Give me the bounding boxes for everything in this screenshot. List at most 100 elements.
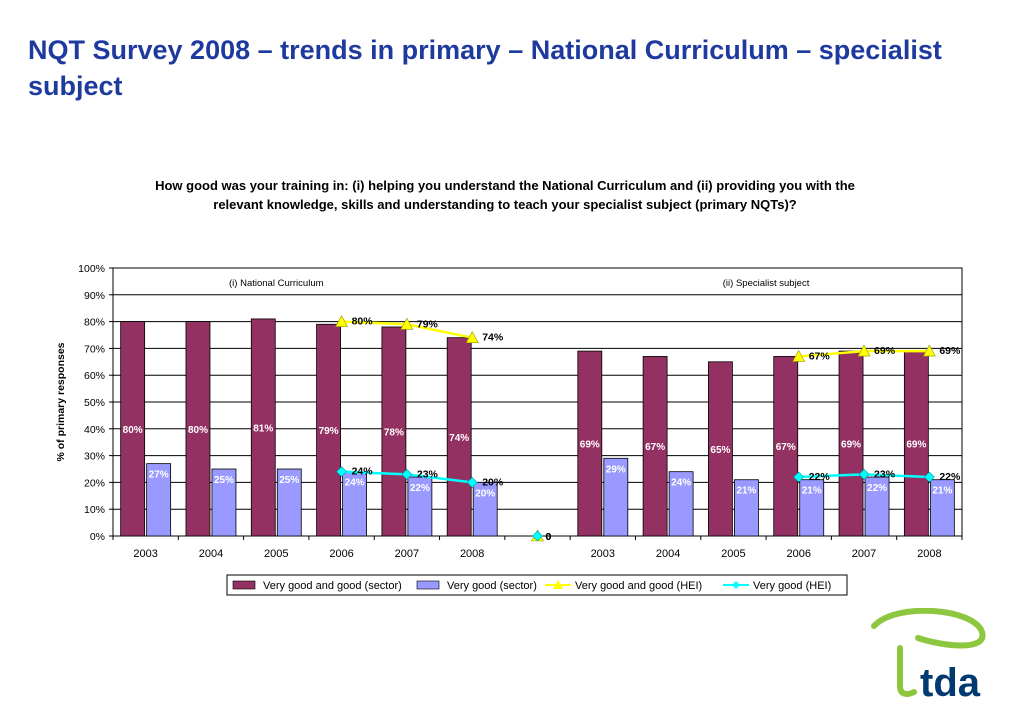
line-data-label: 67%: [809, 350, 831, 362]
x-tick-label: 2004: [199, 548, 223, 560]
bar: [642, 356, 668, 537]
bar-data-label: 81%: [253, 423, 273, 434]
x-tick-label: 2006: [329, 548, 353, 560]
bar: [146, 463, 172, 537]
y-tick-label: 80%: [84, 317, 105, 329]
bar-data-label: 24%: [345, 478, 365, 489]
panel-label: (i) National Curriculum: [229, 278, 324, 289]
legend-marker: [732, 581, 740, 589]
bar: [929, 479, 955, 537]
y-tick-label: 40%: [84, 424, 105, 436]
bar-data-label: 21%: [802, 486, 822, 497]
bar: [668, 471, 694, 537]
legend-swatch: [416, 580, 440, 590]
line-point: [401, 468, 413, 480]
line-data-label: 69%: [874, 345, 896, 357]
x-tick-label: 2006: [786, 548, 810, 560]
bar-data-label: 67%: [645, 442, 665, 453]
bar: [708, 361, 733, 537]
bar: [864, 476, 890, 537]
line-data-label: 23%: [874, 468, 896, 480]
bar: [773, 356, 799, 537]
bar-data-label: 80%: [123, 425, 143, 436]
line-point: [466, 476, 478, 488]
line-point: [857, 344, 871, 357]
y-tick-label: 20%: [84, 477, 105, 489]
bar: [472, 481, 498, 537]
chart-title: How good was your training in: (i) helpi…: [155, 178, 855, 212]
y-tick-label: 10%: [84, 504, 105, 516]
bar: [211, 468, 237, 537]
bar: [577, 350, 603, 537]
y-tick-label: 70%: [84, 343, 105, 355]
bar-data-label: 27%: [149, 470, 169, 481]
legend-label: Very good (HEI): [753, 580, 831, 592]
x-tick-label: 2004: [656, 548, 680, 560]
bar-data-label: 29%: [606, 464, 626, 475]
y-tick-label: 90%: [84, 290, 105, 302]
bar: [250, 318, 276, 537]
line-data-label: 79%: [417, 318, 439, 330]
y-tick-label: 30%: [84, 451, 105, 463]
bar: [903, 350, 929, 537]
bar-data-label: 80%: [188, 425, 208, 436]
line-data-label: 22%: [809, 471, 831, 483]
bar-data-label: 22%: [867, 483, 887, 494]
bar: [799, 479, 825, 537]
y-tick-label: 60%: [84, 370, 105, 382]
bar-data-label: 21%: [736, 486, 756, 497]
y-axis-label: % of primary responses: [55, 342, 67, 461]
bar-data-label: 25%: [214, 475, 234, 486]
bar-data-label: 20%: [475, 488, 495, 499]
bar-data-label: 65%: [710, 445, 730, 456]
bar-data-label: 21%: [932, 486, 952, 497]
legend-label: Very good and good (sector): [263, 580, 402, 592]
line-point: [923, 471, 935, 483]
bar: [734, 479, 759, 537]
line-data-label: 69%: [939, 345, 961, 357]
y-tick-label: 100%: [78, 263, 105, 275]
bar: [120, 321, 146, 537]
line-point: [400, 317, 414, 330]
bar-data-label: 79%: [319, 426, 339, 437]
line-data-label: 0: [546, 531, 552, 543]
bar: [603, 457, 629, 537]
legend: [226, 574, 848, 596]
line-point: [922, 344, 936, 357]
bar: [381, 326, 407, 537]
line-point: [858, 468, 870, 480]
bar: [185, 321, 211, 537]
tda-logo: tda: [871, 608, 986, 704]
bar-data-label: 69%: [906, 440, 926, 451]
bar-data-label: 22%: [410, 483, 430, 494]
line-data-label: 22%: [939, 471, 961, 483]
logo-text: tda: [920, 661, 981, 704]
y-tick-label: 50%: [84, 397, 105, 409]
x-tick-label: 2003: [133, 548, 157, 560]
x-tick-label: 2005: [721, 548, 745, 560]
line-point: [793, 471, 805, 483]
line-data-label: 74%: [482, 332, 504, 344]
legend-swatch: [232, 580, 256, 590]
bar-data-label: 69%: [841, 440, 861, 451]
bar: [446, 337, 472, 537]
x-tick-label: 2007: [852, 548, 876, 560]
line-point: [792, 349, 806, 362]
bar: [276, 468, 302, 537]
bar-data-label: 67%: [776, 442, 796, 453]
line-data-label: 80%: [352, 316, 374, 328]
bar-data-label: 24%: [671, 478, 691, 489]
bar: [316, 323, 341, 537]
line-point: [532, 530, 543, 542]
legend-label: Very good and good (HEI): [575, 580, 702, 592]
line-point: [465, 331, 479, 343]
x-tick-label: 2003: [591, 548, 615, 560]
slide-title: NQT Survey 2008 – trends in primary – Na…: [28, 35, 942, 101]
bar-data-label: 69%: [580, 440, 600, 451]
x-tick-label: 2005: [264, 548, 288, 560]
line-point: [335, 314, 349, 327]
x-tick-label: 2008: [460, 548, 484, 560]
line-data-label: 24%: [352, 466, 374, 478]
legend-marker: [553, 580, 563, 589]
